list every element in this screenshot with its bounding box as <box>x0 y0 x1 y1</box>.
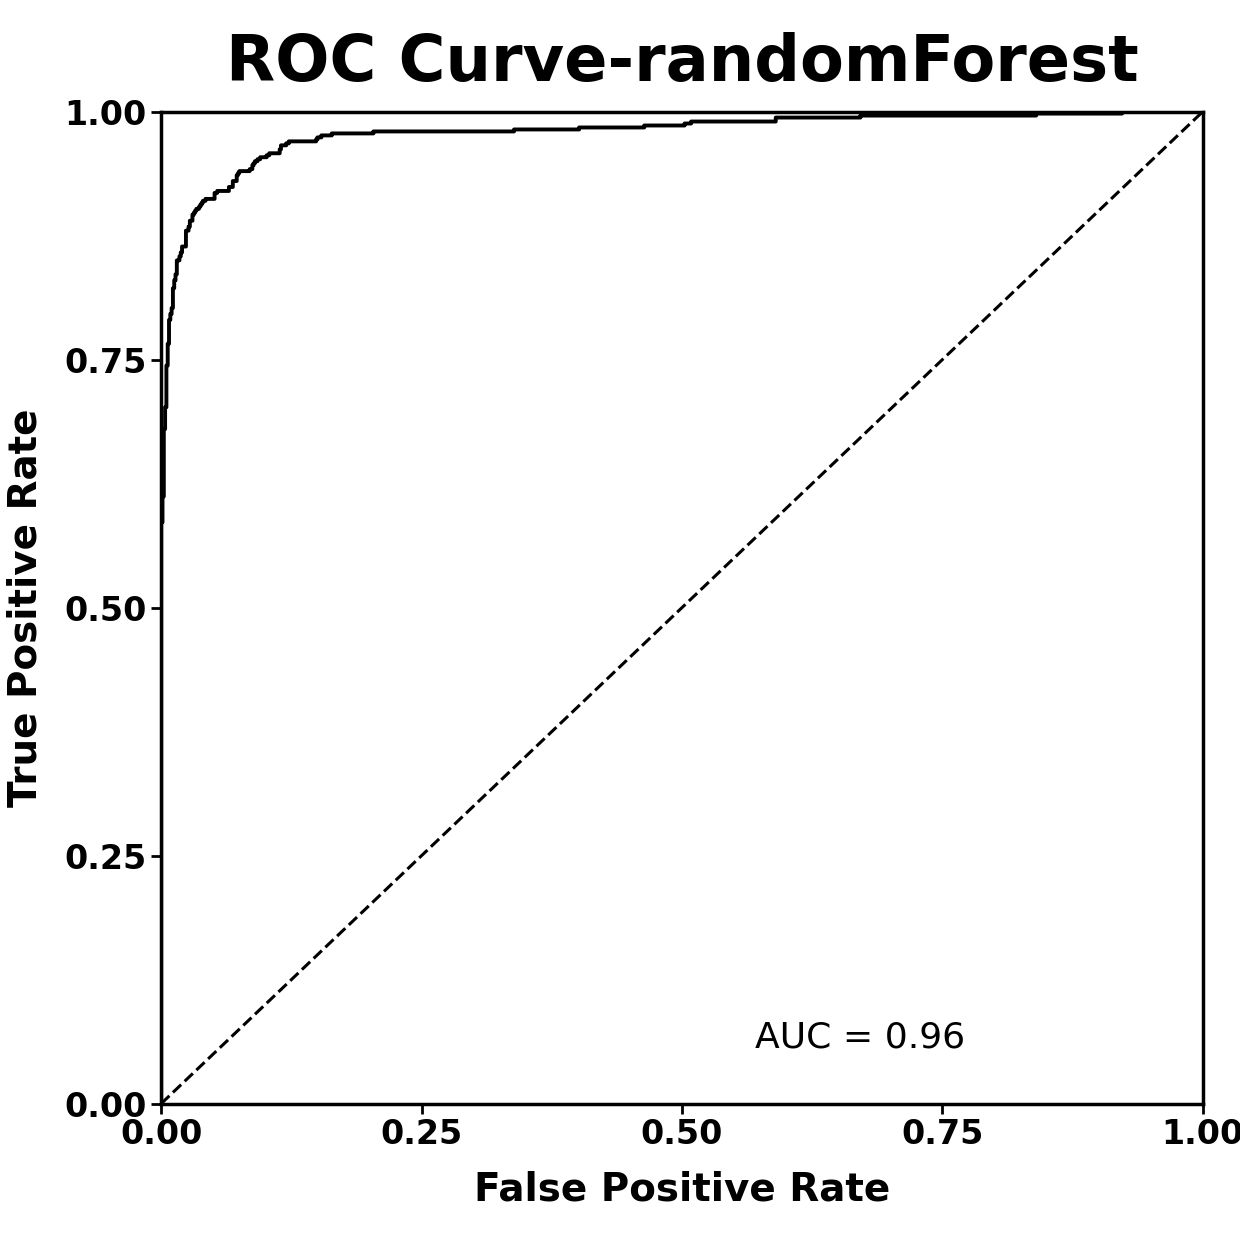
Y-axis label: True Positive Rate: True Positive Rate <box>6 408 45 807</box>
Title: ROC Curve-randomForest: ROC Curve-randomForest <box>226 32 1138 94</box>
X-axis label: False Positive Rate: False Positive Rate <box>474 1171 890 1209</box>
Text: AUC = 0.96: AUC = 0.96 <box>755 1021 965 1054</box>
